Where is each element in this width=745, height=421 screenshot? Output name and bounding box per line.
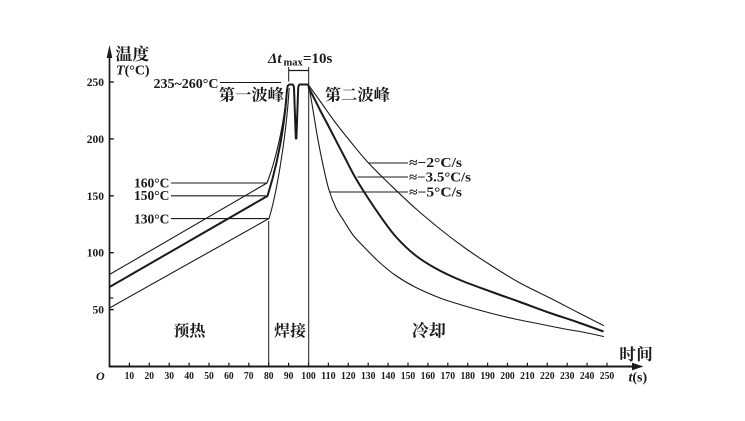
svg-text:100: 100 [87, 248, 105, 260]
svg-text:160: 160 [421, 371, 436, 382]
svg-text:100: 100 [301, 371, 316, 382]
svg-text:140: 140 [381, 371, 396, 382]
svg-text:90: 90 [284, 371, 294, 382]
svg-text:≈−3.5°C/s: ≈−3.5°C/s [409, 169, 471, 184]
svg-text:120: 120 [341, 371, 356, 382]
svg-text:t(s): t(s) [629, 371, 648, 386]
svg-text:250: 250 [600, 371, 615, 382]
svg-text:150: 150 [87, 191, 105, 203]
svg-text:20: 20 [145, 371, 155, 382]
svg-text:190: 190 [480, 371, 495, 382]
svg-text:Δt: Δt [267, 51, 282, 67]
svg-text:235~260°C: 235~260°C [154, 77, 219, 92]
svg-text:240: 240 [580, 371, 595, 382]
svg-text:230: 230 [560, 371, 575, 382]
svg-text:30: 30 [164, 371, 174, 382]
svg-text:≈−5°C/s: ≈−5°C/s [409, 185, 462, 200]
svg-text:40: 40 [184, 371, 194, 382]
svg-text:110: 110 [321, 371, 336, 382]
svg-text:10: 10 [125, 371, 135, 382]
svg-text:130: 130 [361, 371, 376, 382]
svg-text:=10s: =10s [303, 51, 333, 67]
svg-text:T(°C): T(°C) [116, 64, 150, 79]
svg-text:O: O [96, 369, 105, 383]
svg-text:130°C: 130°C [134, 212, 169, 227]
svg-text:50: 50 [204, 371, 214, 382]
svg-text:70: 70 [244, 371, 254, 382]
svg-text:220: 220 [540, 371, 555, 382]
svg-text:170: 170 [441, 371, 456, 382]
svg-text:150: 150 [401, 371, 416, 382]
svg-text:160°C: 160°C [134, 176, 169, 191]
svg-text:200: 200 [500, 371, 515, 382]
svg-text:210: 210 [520, 371, 535, 382]
svg-text:180: 180 [460, 371, 475, 382]
svg-text:50: 50 [93, 305, 105, 317]
svg-text:150°C: 150°C [134, 188, 169, 203]
svg-text:80: 80 [264, 371, 274, 382]
svg-text:max: max [284, 58, 304, 69]
svg-text:≈−2°C/s: ≈−2°C/s [409, 155, 462, 170]
svg-text:60: 60 [224, 371, 234, 382]
svg-text:200: 200 [87, 134, 105, 146]
svg-text:250: 250 [87, 77, 105, 89]
